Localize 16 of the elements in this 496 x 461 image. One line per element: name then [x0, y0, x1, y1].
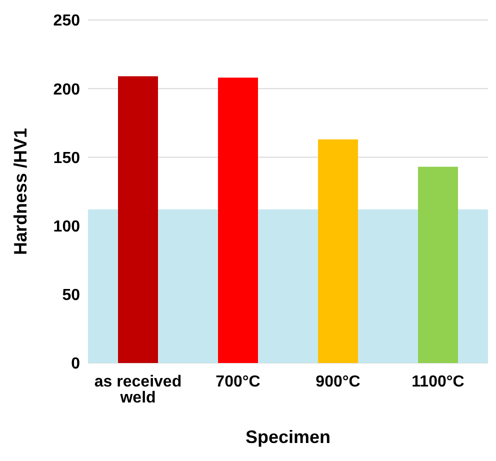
y-tick-label: 100 — [53, 218, 80, 236]
x-tick-label: as received weld — [94, 373, 182, 406]
y-tick-label: 50 — [62, 287, 80, 304]
y-tick-label: 0 — [71, 356, 80, 373]
x-tick-label: 700°C — [216, 373, 261, 390]
bar — [118, 76, 158, 363]
y-tick-label: 200 — [53, 81, 80, 98]
x-tick-label: 1100°C — [412, 373, 465, 390]
y-tick-label: 150 — [53, 150, 80, 167]
bar — [418, 166, 458, 363]
bar — [218, 78, 258, 363]
y-axis-title: Hardness /HV1 — [10, 128, 30, 256]
x-tick-label: 900°C — [316, 373, 361, 390]
x-axis-title: Specimen — [245, 427, 331, 447]
bar — [318, 139, 358, 363]
y-tick-label: 250 — [53, 12, 80, 30]
